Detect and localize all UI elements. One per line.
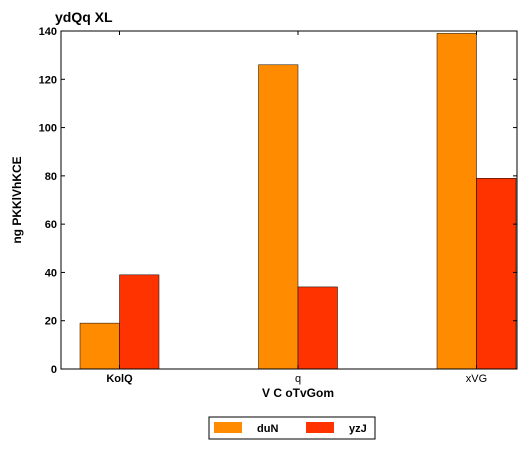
legend-label-yzJ: yzJ [349,423,367,435]
x-tick-label: xVG [466,373,487,385]
plot-area: 0 20 40 60 80 100 120 140 KolQ q xVG [39,26,518,385]
y-tick-label: 40 [45,267,57,279]
bar-yzJ-KolQ [119,274,160,370]
y-axis-label: ng PKKlVhKCE [10,156,24,243]
legend-label-duN: duN [257,423,278,435]
y-tick-label: 60 [45,219,57,231]
legend: duN yzJ [208,416,376,440]
bar-duN-xVG [436,33,477,370]
bar-duN-q [258,64,299,370]
bar-yzJ-q [297,286,338,370]
y-tick-label: 140 [39,26,57,38]
legend-swatch-yzJ [306,422,334,433]
plot-frame [60,30,518,370]
chart-title: ydQq XL [55,9,113,25]
bar-duN-KolQ [79,322,120,370]
y-tick-label: 120 [39,74,57,86]
y-tick-label: 0 [51,364,57,376]
y-tick-label: 80 [45,171,57,183]
legend-swatch-duN [214,422,242,433]
bar-yzJ-xVG [476,178,517,370]
x-tick-label: KolQ [106,373,133,385]
x-tick-label: q [295,373,301,385]
y-tick-label: 20 [45,316,57,328]
x-axis-label: V C oTvGom [262,386,334,400]
y-tick-label: 100 [39,123,57,135]
